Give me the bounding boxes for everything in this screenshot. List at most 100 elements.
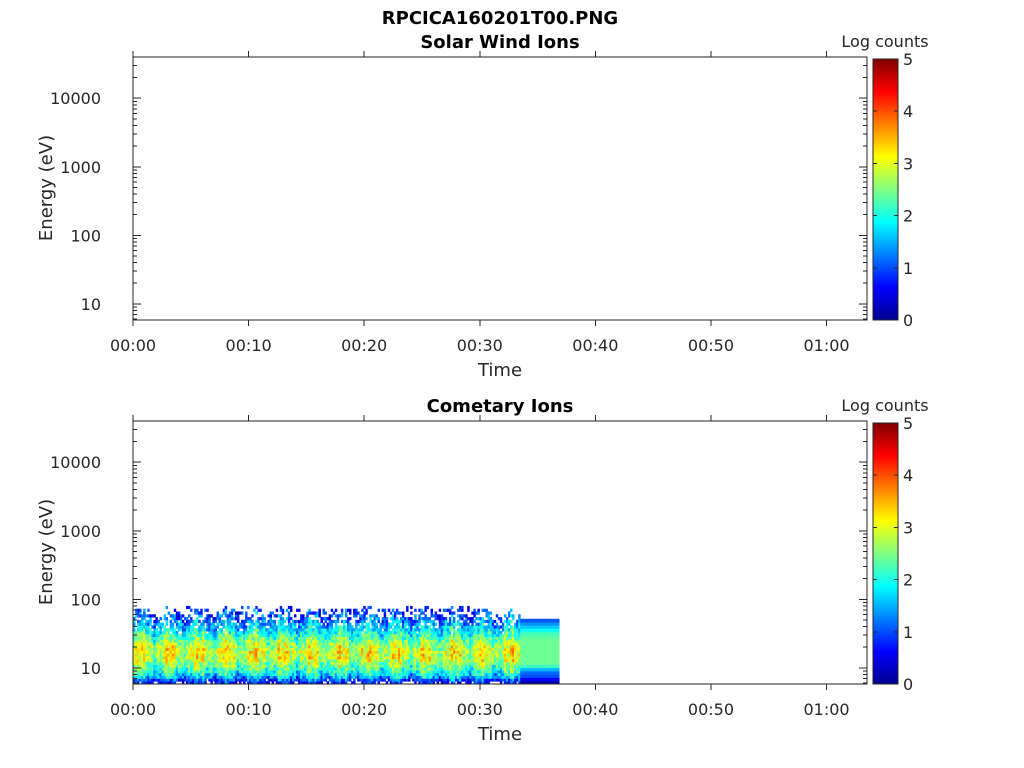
heatmap-cell bbox=[167, 681, 171, 685]
heatmap-cell bbox=[448, 636, 452, 640]
heatmap-cell bbox=[177, 664, 181, 668]
heatmap-cell bbox=[450, 639, 454, 643]
heatmap-cell bbox=[308, 617, 311, 621]
heatmap-cell bbox=[175, 644, 179, 649]
heatmap-cell bbox=[399, 639, 403, 643]
heatmap-cell bbox=[377, 644, 381, 649]
heatmap-cell bbox=[402, 642, 405, 646]
heatmap-cell bbox=[485, 650, 489, 654]
heatmap-cell bbox=[442, 656, 446, 660]
heatmap-cell bbox=[505, 628, 509, 632]
heatmap-cell bbox=[265, 656, 268, 660]
heatmap-cell bbox=[457, 661, 460, 665]
heatmap-cell bbox=[328, 658, 332, 663]
x-tick-label: 00:40 bbox=[572, 336, 618, 355]
heatmap-cell bbox=[475, 670, 478, 674]
heatmap-cell bbox=[322, 672, 325, 677]
heatmap-cell bbox=[461, 605, 464, 610]
heatmap-cell bbox=[373, 622, 376, 626]
heatmap-cell bbox=[316, 658, 319, 663]
heatmap-cell bbox=[414, 628, 417, 632]
heatmap-cell bbox=[334, 681, 338, 685]
heatmap-cell bbox=[190, 631, 193, 635]
heatmap-cell bbox=[253, 681, 256, 685]
heatmap-cell bbox=[212, 670, 215, 674]
heatmap-cell bbox=[508, 636, 511, 640]
heatmap-cell bbox=[330, 670, 334, 674]
heatmap-cell bbox=[448, 667, 452, 671]
heatmap-cell bbox=[410, 653, 413, 657]
heatmap-cell bbox=[481, 650, 484, 654]
heatmap-cell bbox=[340, 650, 344, 654]
colorbar-tick-label: 0 bbox=[903, 311, 913, 330]
heatmap-cell bbox=[291, 678, 295, 682]
heatmap-cell bbox=[377, 658, 381, 663]
heatmap-cell bbox=[432, 625, 436, 629]
heatmap-cell bbox=[161, 656, 164, 660]
heatmap-cell bbox=[255, 622, 258, 626]
heatmap-cell bbox=[508, 633, 511, 637]
heatmap-cell bbox=[275, 633, 279, 637]
heatmap-cell bbox=[432, 636, 436, 640]
heatmap-cell bbox=[373, 650, 376, 654]
heatmap-cell bbox=[399, 670, 403, 674]
heatmap-cell bbox=[461, 642, 464, 646]
heatmap-cell bbox=[483, 625, 486, 629]
heatmap-cell bbox=[261, 678, 264, 682]
heatmap-cell bbox=[173, 664, 177, 668]
heatmap-cell bbox=[514, 622, 517, 626]
heatmap-cell bbox=[503, 650, 507, 654]
heatmap-cell bbox=[377, 636, 381, 640]
heatmap-cell bbox=[261, 644, 264, 649]
heatmap-cell bbox=[263, 633, 266, 637]
heatmap-cell bbox=[361, 636, 364, 640]
heatmap-cell bbox=[438, 664, 442, 668]
heatmap-cell bbox=[432, 667, 436, 671]
heatmap-cell bbox=[491, 619, 495, 624]
heatmap-cell bbox=[371, 622, 374, 626]
heatmap-cell bbox=[185, 647, 189, 651]
heatmap-cell bbox=[281, 672, 285, 677]
heatmap-cell bbox=[188, 675, 191, 679]
heatmap-cell bbox=[300, 675, 303, 679]
heatmap-cell bbox=[257, 675, 260, 679]
heatmap-cell bbox=[422, 658, 425, 663]
heatmap-cell bbox=[344, 653, 348, 657]
heatmap-cell bbox=[322, 667, 325, 671]
x-tick-label: 00:20 bbox=[341, 700, 387, 719]
heatmap-cell bbox=[143, 628, 146, 632]
heatmap-cell bbox=[446, 678, 450, 682]
heatmap-cell bbox=[381, 622, 385, 626]
heatmap-cell bbox=[200, 631, 203, 635]
heatmap-cell bbox=[355, 628, 358, 632]
heatmap-cell bbox=[359, 642, 362, 646]
heatmap-cell bbox=[208, 619, 211, 624]
heatmap-cell bbox=[440, 631, 444, 635]
heatmap-cell bbox=[141, 633, 144, 637]
heatmap-cell bbox=[228, 672, 232, 677]
heatmap-cell bbox=[422, 631, 425, 635]
heatmap-cell bbox=[475, 681, 478, 685]
heatmap-cell bbox=[410, 644, 413, 649]
heatmap-cell bbox=[344, 664, 348, 668]
heatmap-cell bbox=[430, 656, 433, 660]
heatmap-cell bbox=[251, 667, 254, 671]
heatmap-cell bbox=[334, 614, 338, 618]
heatmap-cell bbox=[402, 611, 405, 615]
heatmap-cell bbox=[185, 636, 189, 640]
heatmap-cell bbox=[363, 611, 366, 615]
heatmap-cell bbox=[436, 678, 440, 682]
heatmap-cell bbox=[361, 614, 364, 618]
heatmap-cell bbox=[294, 675, 297, 679]
heatmap-cell bbox=[202, 656, 205, 660]
heatmap-cell bbox=[224, 605, 228, 610]
heatmap-cell bbox=[251, 614, 254, 618]
heatmap-cell bbox=[414, 625, 417, 629]
heatmap-cell bbox=[342, 628, 346, 632]
heatmap-cell bbox=[304, 617, 307, 621]
heatmap-cell bbox=[222, 658, 226, 663]
heatmap-cell bbox=[139, 628, 142, 632]
heatmap-cell bbox=[300, 678, 303, 682]
heatmap-cell bbox=[261, 647, 264, 651]
heatmap-cell bbox=[461, 670, 464, 674]
